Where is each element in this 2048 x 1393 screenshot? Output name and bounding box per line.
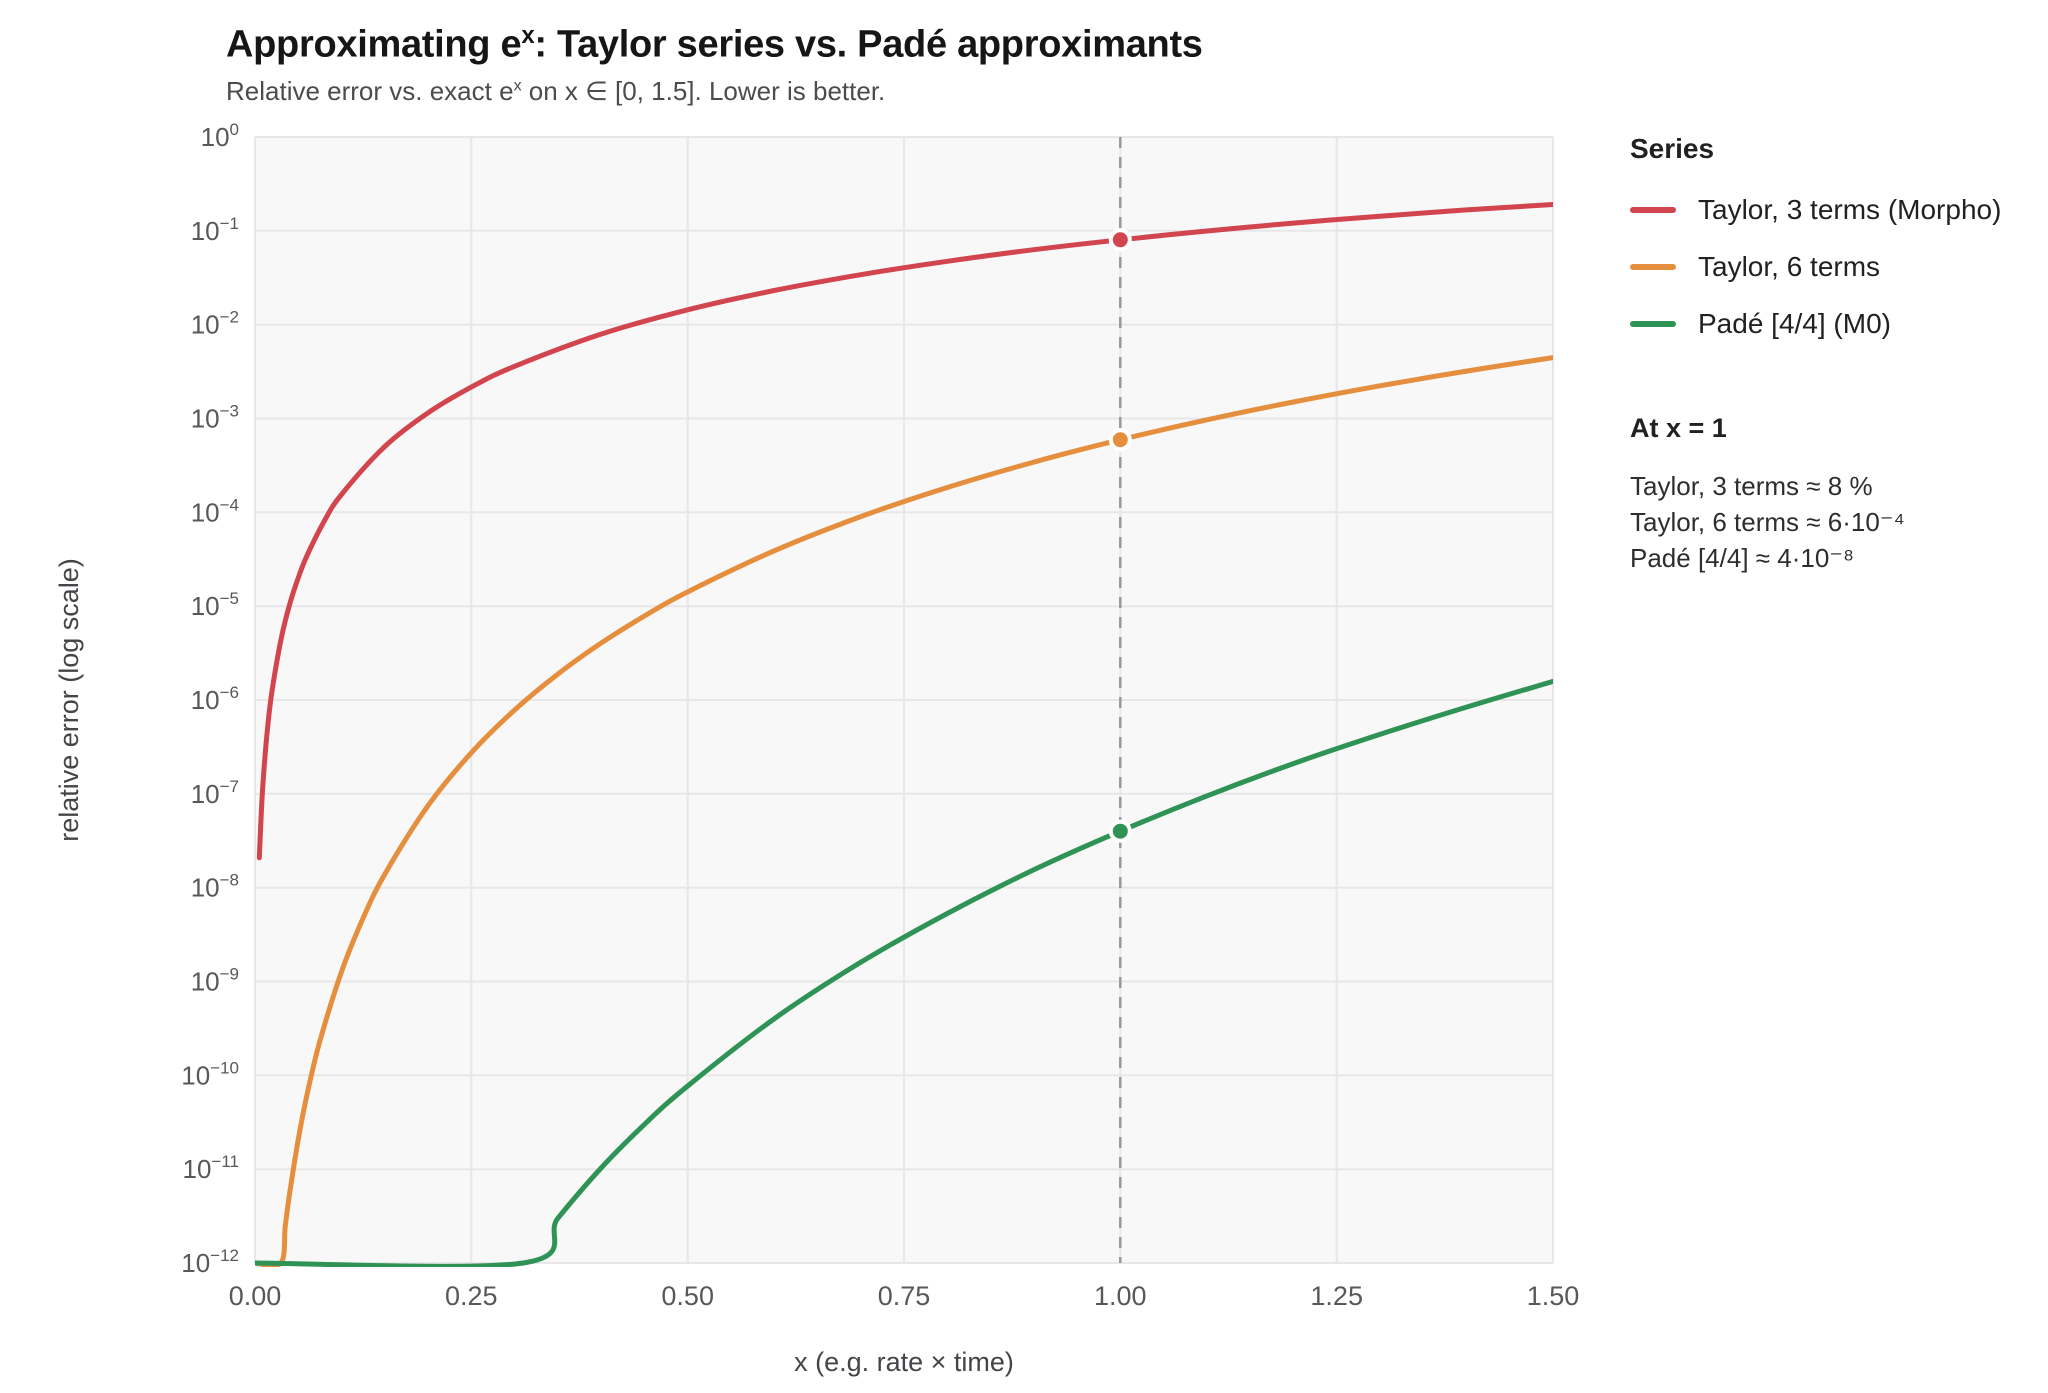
x-tick-label: 0.00 xyxy=(229,1281,282,1311)
legend-label: Taylor, 3 terms (Morpho) xyxy=(1698,194,2002,225)
plot-area: 100 10−1 10−2 10−3 10−4 10−5 10−6 10−7 10−8 10−9 1… xyxy=(54,120,1580,1377)
series-marker-2 xyxy=(1108,819,1132,843)
x-tick-label: 0.75 xyxy=(878,1281,931,1311)
x-tick-label: 1.00 xyxy=(1094,1281,1147,1311)
legend-item: Taylor, 6 terms xyxy=(1630,250,2030,284)
y-tick-label: 10−4 xyxy=(191,495,239,527)
chart-sidebar: Series Taylor, 3 terms (Morpho) Taylor, 6… xyxy=(1620,108,2030,576)
chart-title-superscript: x xyxy=(521,22,535,49)
y-tick-label: 10−10 xyxy=(181,1058,239,1090)
x-tick-label: 1.50 xyxy=(1527,1281,1580,1311)
legend-item: Padé [4/4] (M0) xyxy=(1630,307,2030,341)
y-tick-label: 10−12 xyxy=(181,1246,239,1278)
legend-item: Taylor, 3 terms (Morpho) xyxy=(1630,193,2030,227)
chart-subtitle: Relative error vs. exact ex on x ∈ [0, 1… xyxy=(226,76,2048,107)
y-tick-label: 10−11 xyxy=(183,1152,240,1184)
y-tick-label: 10−8 xyxy=(191,871,239,903)
annotation-title: At x = 1 xyxy=(1630,413,1727,443)
y-tick-label: 10−7 xyxy=(191,777,239,809)
legend-label: Padé [4/4] (M0) xyxy=(1698,308,1891,339)
legend-swatch xyxy=(1630,321,1676,327)
legend-swatch xyxy=(1630,264,1676,270)
chart-title-text-2: : Taylor series vs. Padé approximants xyxy=(534,23,1203,66)
annotation-block: Taylor, 3 terms ≈ 8 % Taylor, 6 terms ≈ 6… xyxy=(1630,468,2030,576)
chart-subtitle-text-2: on x ∈ [0, 1.5]. Lower is better. xyxy=(521,75,886,106)
annotation-line: Taylor, 3 terms ≈ 8 % xyxy=(1630,471,1873,501)
y-tick-label: 10−3 xyxy=(191,402,239,434)
y-tick-label: 100 xyxy=(201,120,239,152)
annotation-line: Padé [4/4] ≈ 4·10⁻⁸ xyxy=(1630,543,1854,573)
x-tick-label: 1.25 xyxy=(1310,1281,1363,1311)
y-axis-title: relative error (log scale) xyxy=(54,558,84,842)
legend: Taylor, 3 terms (Morpho) Taylor, 6 terms P… xyxy=(1630,193,2030,341)
y-tick-label: 10−5 xyxy=(191,589,239,621)
chart-header: Approximating ex: Taylor series vs. Padé… xyxy=(0,0,2048,108)
series-line-1 xyxy=(255,355,1553,1267)
y-tick-label: 10−6 xyxy=(191,683,239,715)
x-tick-label: 0.25 xyxy=(445,1281,498,1311)
legend-title: Series xyxy=(1630,133,1715,164)
chart-subtitle-superscript: x xyxy=(513,77,522,94)
chart-body: 100 10−1 10−2 10−3 10−4 10−5 10−6 10−7 10−8 10−9 1… xyxy=(0,108,2048,1393)
series-marker-0 xyxy=(1108,228,1132,252)
series-marker-1 xyxy=(1108,428,1132,452)
annotation-line: Taylor, 6 terms ≈ 6·10⁻⁴ xyxy=(1630,507,1905,537)
chart-title: Approximating ex: Taylor series vs. Padé… xyxy=(226,22,2048,67)
series-line-2 xyxy=(255,678,1553,1267)
x-axis-title: x (e.g. rate × time) xyxy=(794,1347,1014,1377)
chart-title-text: Approximating e xyxy=(226,23,522,66)
chart-subtitle-text: Relative error vs. exact e xyxy=(226,75,514,106)
legend-label: Taylor, 6 terms xyxy=(1698,251,1881,282)
y-tick-label: 10−2 xyxy=(191,308,239,340)
series-line-0 xyxy=(256,202,1553,861)
x-tick-label: 0.50 xyxy=(661,1281,714,1311)
y-tick-label: 10−1 xyxy=(191,214,239,246)
legend-swatch xyxy=(1630,207,1676,213)
y-tick-label: 10−9 xyxy=(191,965,239,997)
